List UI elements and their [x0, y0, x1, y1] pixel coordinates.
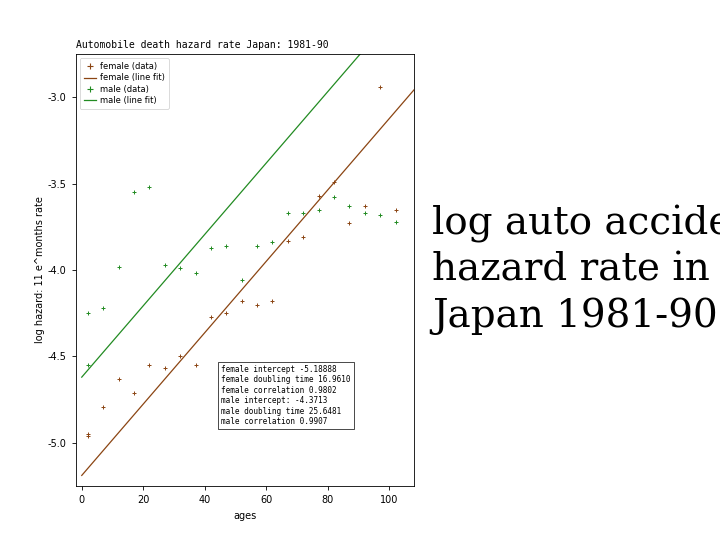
Legend: female (data), female (line fit), male (data), male (line fit): female (data), female (line fit), male (…: [80, 58, 168, 109]
X-axis label: ages: ages: [233, 511, 256, 521]
Text: Automobile death hazard rate Japan: 1981-90: Automobile death hazard rate Japan: 1981…: [76, 40, 328, 50]
Text: log auto accident
hazard rate in
Japan 1981-90: log auto accident hazard rate in Japan 1…: [432, 205, 720, 335]
Y-axis label: log hazard: 11 e^months rate: log hazard: 11 e^months rate: [35, 197, 45, 343]
Text: female intercept -5.18888
female doubling time 16.9610
female correlation 0.9802: female intercept -5.18888 female doublin…: [221, 365, 351, 426]
